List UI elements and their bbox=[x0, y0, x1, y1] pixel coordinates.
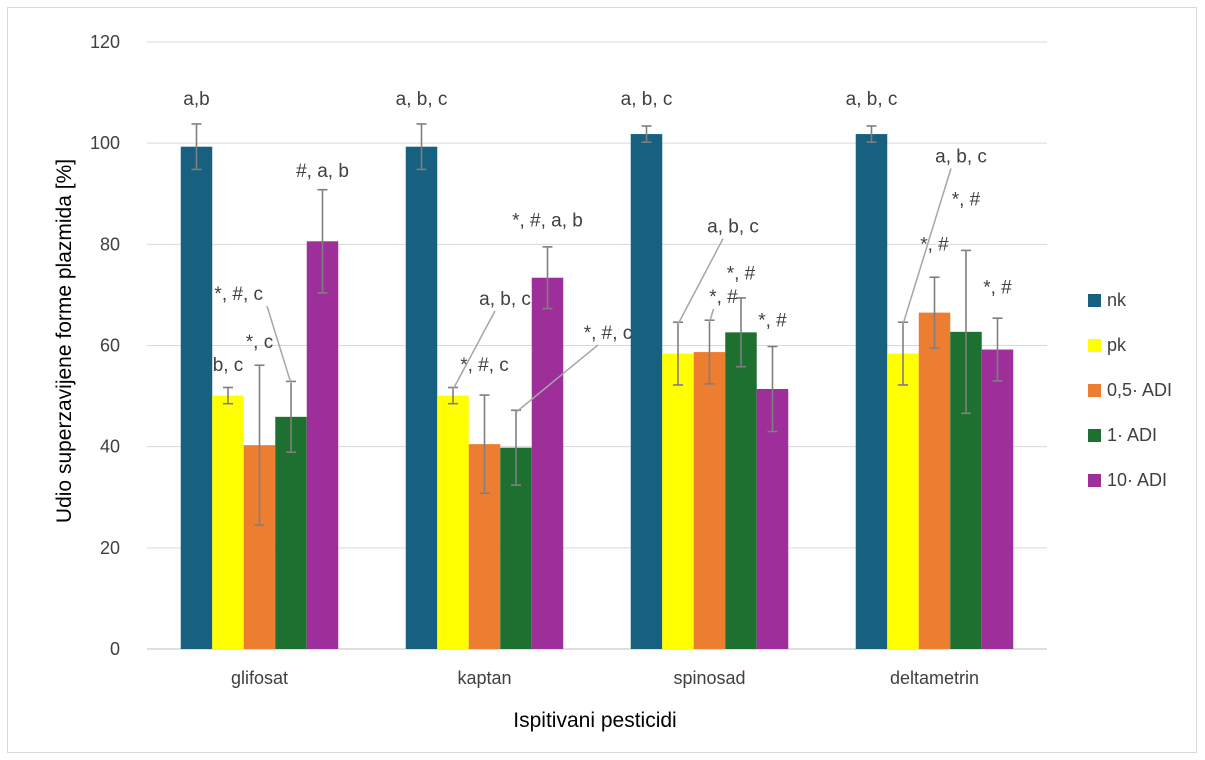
x-tick-label: deltametrin bbox=[890, 668, 979, 688]
significance-annotations: a,b b, c*, c *, #, c #, a, b a, b, c a, b, c *… bbox=[183, 89, 1012, 413]
significance-label: *, # bbox=[709, 287, 738, 308]
significance-label: *, # bbox=[952, 189, 981, 210]
x-axis-title: Ispitivani pesticidi bbox=[513, 709, 676, 732]
x-tick-label: spinosad bbox=[673, 668, 745, 688]
bar bbox=[693, 352, 726, 649]
bar bbox=[275, 416, 307, 649]
annotation-leader-line bbox=[452, 310, 496, 390]
x-tick-label: glifosat bbox=[231, 668, 288, 688]
legend-swatch bbox=[1088, 294, 1101, 307]
y-tick-label: 60 bbox=[100, 336, 120, 356]
significance-label: a, b, c bbox=[479, 289, 531, 310]
bar bbox=[405, 146, 438, 649]
annotation-leader-line bbox=[266, 305, 292, 384]
significance-label: *, #, c bbox=[584, 323, 633, 344]
significance-label: a, b, c bbox=[846, 89, 898, 110]
bar bbox=[630, 134, 663, 650]
significance-label: *, #, c bbox=[460, 355, 509, 376]
legend-swatch bbox=[1088, 474, 1101, 487]
bar bbox=[918, 312, 951, 649]
significance-label: a, b, c bbox=[707, 217, 759, 238]
significance-label: *, #, a, b bbox=[512, 211, 583, 232]
bar bbox=[437, 395, 469, 649]
significance-label: *, # bbox=[758, 310, 787, 331]
error-bars bbox=[191, 123, 1003, 526]
significance-label: *, # bbox=[727, 264, 756, 285]
significance-label: *, # bbox=[920, 234, 949, 255]
y-tick-label: 100 bbox=[90, 133, 120, 153]
significance-label: *, #, c bbox=[214, 284, 263, 305]
bar bbox=[212, 395, 244, 649]
bar bbox=[887, 353, 919, 649]
y-axis-title: Udio superzavijene forme plazmida [%] bbox=[53, 159, 76, 523]
bar bbox=[725, 332, 757, 649]
legend-label: nk bbox=[1107, 290, 1127, 310]
legend-label: 0,5· ADI bbox=[1107, 380, 1172, 400]
bar bbox=[306, 241, 339, 649]
significance-label: #, a, b bbox=[296, 161, 349, 182]
significance-label: a, b, c bbox=[621, 89, 673, 110]
significance-label: a,b bbox=[183, 89, 209, 110]
legend-label: 1· ADI bbox=[1107, 425, 1157, 445]
annotation-leader-line bbox=[677, 238, 724, 325]
annotation-leader-line bbox=[902, 168, 952, 325]
annotation-leader-line bbox=[515, 344, 599, 413]
y-tick-label: 40 bbox=[100, 437, 120, 457]
bar bbox=[756, 389, 789, 649]
y-tick-labels: 0 20 40 60 80 100 120 bbox=[90, 32, 120, 659]
legend-label: pk bbox=[1107, 335, 1127, 355]
bar bbox=[180, 146, 213, 649]
significance-label: a, b, c bbox=[396, 89, 448, 110]
y-tick-label: 80 bbox=[100, 234, 120, 254]
bar bbox=[531, 277, 564, 649]
bar bbox=[981, 349, 1014, 649]
legend-swatch bbox=[1088, 339, 1101, 352]
y-tick-label: 20 bbox=[100, 538, 120, 558]
legend: nk pk 0,5· ADI 1· ADI 10· ADI bbox=[1088, 290, 1172, 490]
x-tick-labels: glifosat kaptan spinosad deltametrin bbox=[231, 668, 979, 688]
significance-label: *, c bbox=[246, 332, 273, 353]
significance-label: a, b, c bbox=[935, 146, 987, 167]
legend-label: 10· ADI bbox=[1107, 470, 1167, 490]
x-tick-label: kaptan bbox=[457, 668, 511, 688]
y-tick-label: 0 bbox=[110, 639, 120, 659]
annotation-leader-line bbox=[708, 308, 715, 323]
significance-label: b, c bbox=[213, 355, 244, 376]
legend-swatch bbox=[1088, 384, 1101, 397]
legend-swatch bbox=[1088, 429, 1101, 442]
bar bbox=[855, 134, 888, 650]
bars bbox=[180, 134, 1014, 650]
significance-label: *, # bbox=[983, 277, 1012, 298]
bar bbox=[662, 353, 694, 649]
y-tick-label: 120 bbox=[90, 32, 120, 52]
